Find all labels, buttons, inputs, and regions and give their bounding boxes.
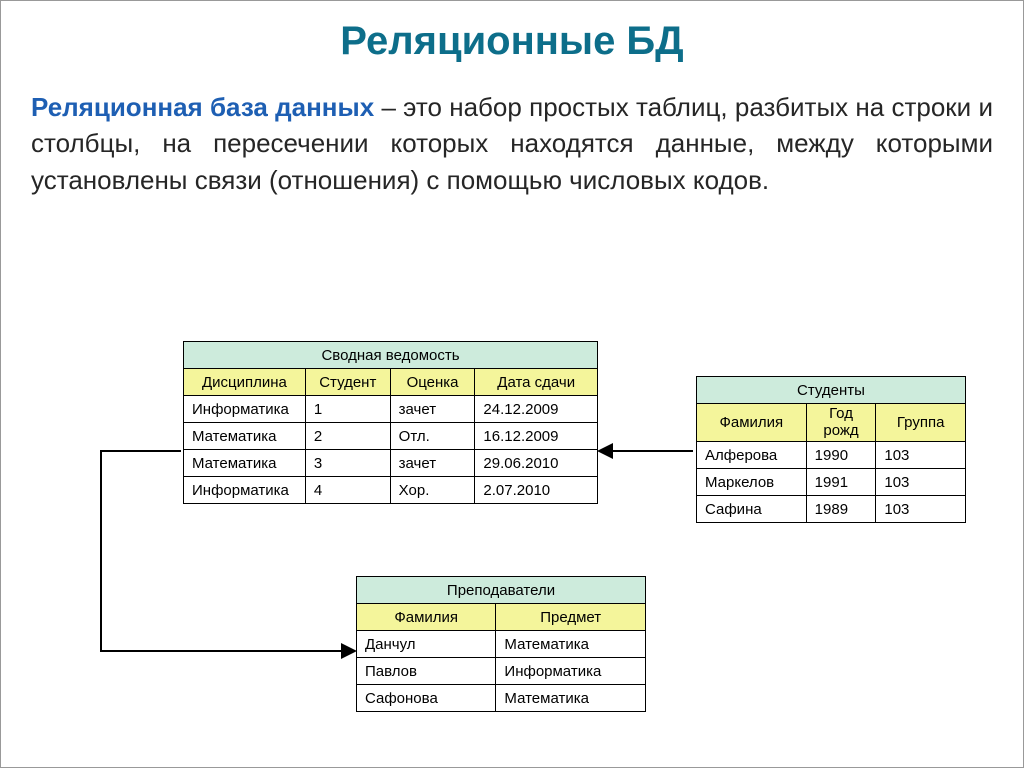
- relationship-arrows: [1, 1, 1024, 769]
